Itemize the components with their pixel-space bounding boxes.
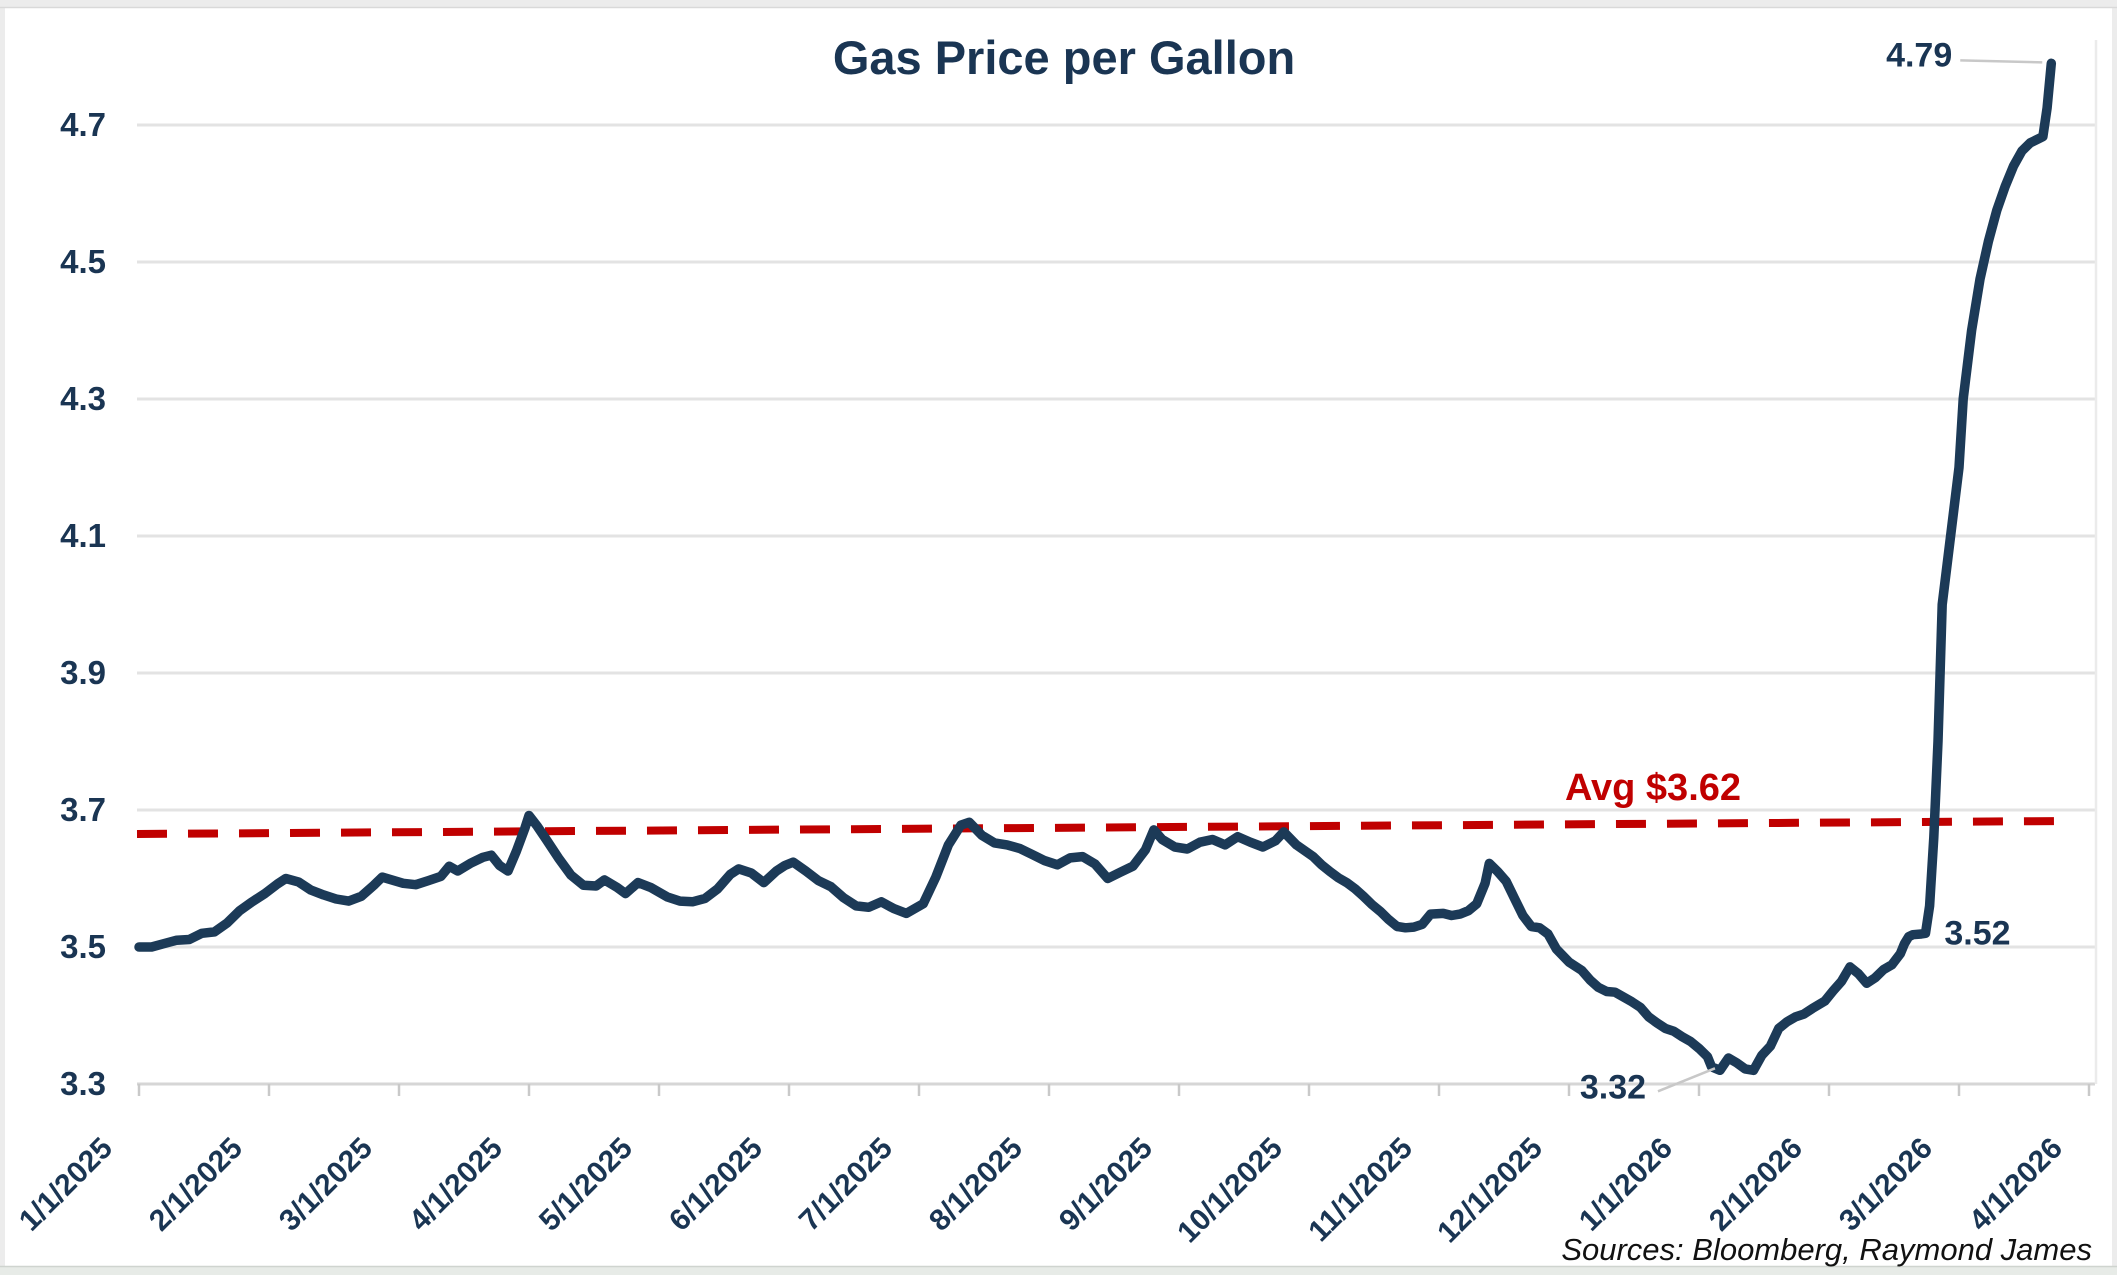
leader-line-332 bbox=[1657, 1067, 1716, 1093]
y-axis-label: 4.7 bbox=[60, 106, 106, 143]
x-axis-label: 2/1/2025 bbox=[143, 1132, 249, 1238]
x-axis-label: 3/1/2026 bbox=[1833, 1132, 1939, 1238]
x-axis-label: 10/1/2025 bbox=[1171, 1132, 1289, 1250]
y-axis-label: 3.7 bbox=[60, 791, 106, 828]
y-axis-labels: 3.3 3.5 3.7 3.9 4.1 4.3 4.5 4.7 bbox=[60, 106, 106, 1102]
gridlines bbox=[137, 40, 2098, 1086]
frame-left bbox=[0, 0, 5, 1275]
x-axis-label: 12/1/2025 bbox=[1431, 1132, 1549, 1250]
x-axis-ticks bbox=[137, 1084, 2091, 1096]
leader-line-479 bbox=[1960, 59, 2043, 64]
frame-right bbox=[2112, 0, 2117, 1275]
x-axis-label: 8/1/2025 bbox=[923, 1132, 1029, 1238]
y-axis-label: 4.1 bbox=[60, 517, 106, 554]
frame-bottom bbox=[0, 1267, 2117, 1275]
source-note: Sources: Bloomberg, Raymond James bbox=[1561, 1232, 2092, 1267]
chart-title: Gas Price per Gallon bbox=[833, 31, 1295, 84]
x-axis-label: 7/1/2025 bbox=[793, 1132, 899, 1238]
x-axis-label: 1/1/2025 bbox=[13, 1132, 119, 1238]
y-axis-label: 4.5 bbox=[60, 243, 106, 280]
y-axis-label: 3.9 bbox=[60, 654, 106, 691]
average-trend-line bbox=[136, 817, 2068, 838]
y-axis-label: 4.3 bbox=[60, 380, 106, 417]
x-axis-label: 5/1/2025 bbox=[533, 1132, 639, 1238]
x-axis-label: 4/1/2026 bbox=[1963, 1132, 2069, 1238]
price-line bbox=[134, 58, 2057, 1076]
y-axis-label: 3.3 bbox=[60, 1065, 106, 1102]
y-axis-label: 3.5 bbox=[60, 928, 106, 965]
avg-line-label: Avg $3.62 bbox=[1565, 767, 1741, 809]
x-axis-label: 2/1/2026 bbox=[1703, 1132, 1809, 1238]
annotation-peak-479: 4.79 bbox=[1886, 36, 1952, 74]
x-axis-label: 11/1/2025 bbox=[1302, 1132, 1419, 1249]
x-axis-label: 9/1/2025 bbox=[1053, 1132, 1159, 1238]
annotation-low-332: 3.32 bbox=[1580, 1068, 1646, 1106]
frame-top bbox=[0, 0, 2117, 7]
x-axis-label: 1/1/2026 bbox=[1573, 1132, 1679, 1238]
x-axis-label: 6/1/2025 bbox=[663, 1132, 769, 1238]
annotation-352: 3.52 bbox=[1944, 914, 2010, 952]
x-axis-label: 4/1/2025 bbox=[403, 1132, 509, 1238]
x-axis-label: 3/1/2025 bbox=[273, 1132, 379, 1238]
